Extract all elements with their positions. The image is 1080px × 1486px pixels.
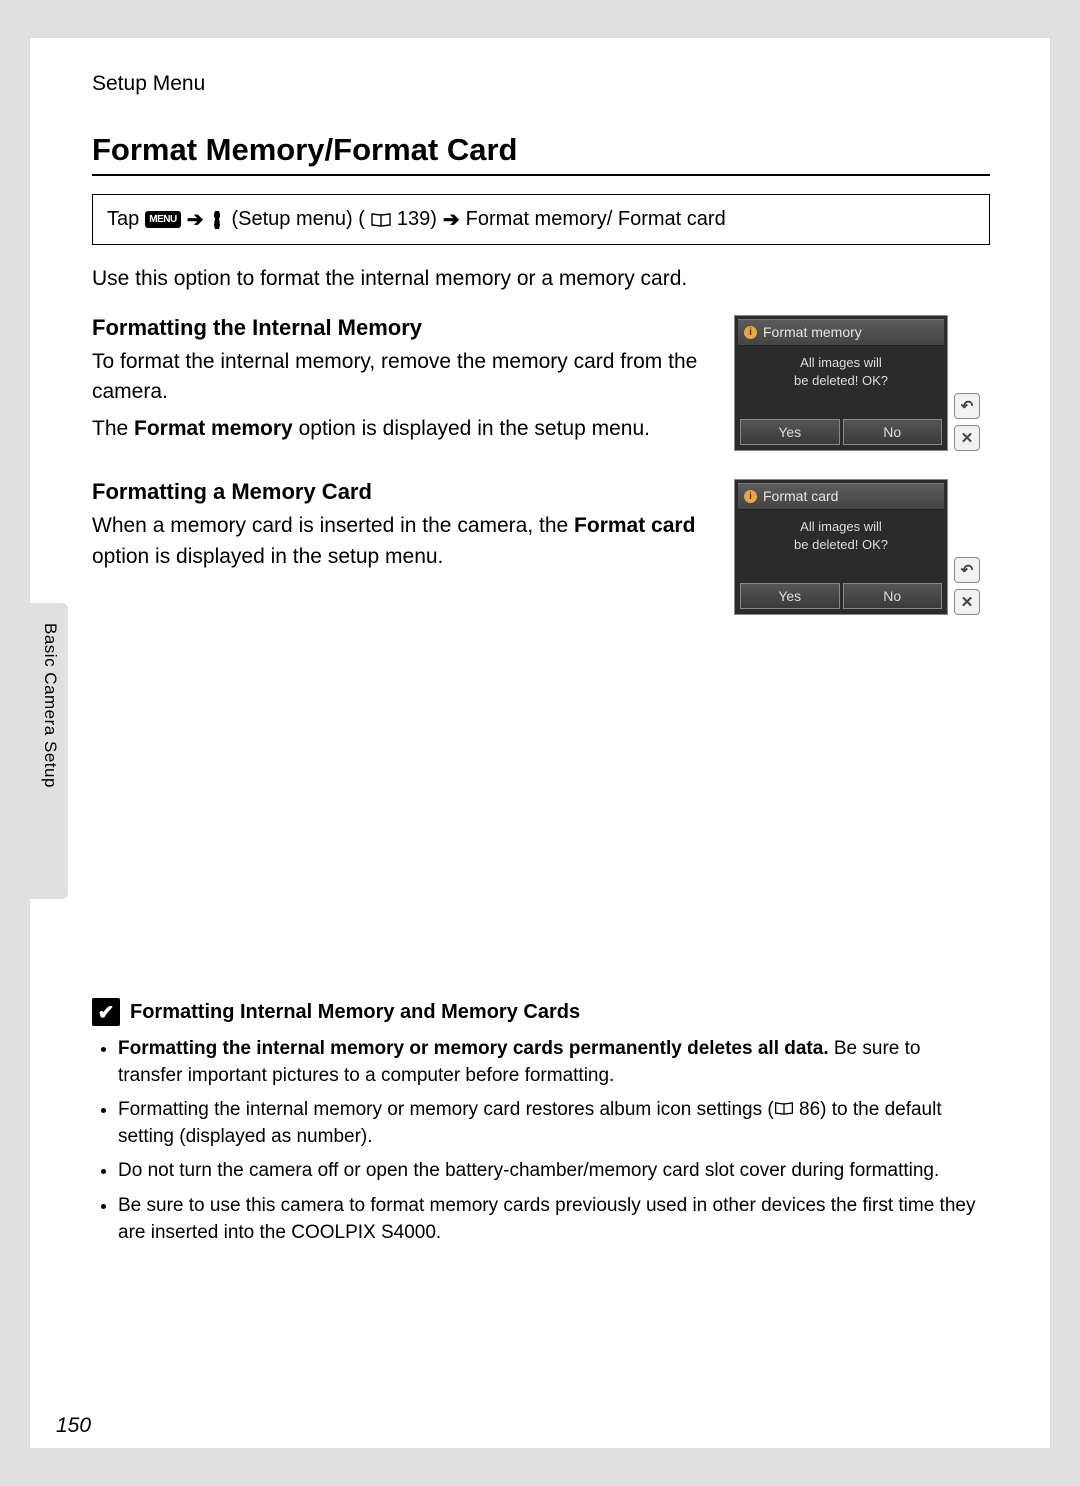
section-heading: Formatting the Internal Memory xyxy=(92,315,714,341)
side-buttons: ↶ ✕ xyxy=(954,393,980,451)
text: option is displayed in the setup menu. xyxy=(293,417,650,440)
text: The xyxy=(92,417,134,440)
book-icon xyxy=(774,1102,794,1115)
bold-text: Format card xyxy=(574,514,695,537)
format-card-dialog: i Format card All images will be deleted… xyxy=(734,479,948,615)
notes-list: Formatting the internal memory or memory… xyxy=(92,1036,990,1246)
nav-tap-label: Tap xyxy=(107,208,139,231)
nav-page-ref: 139) xyxy=(397,208,437,231)
notes-title: Formatting Internal Memory and Memory Ca… xyxy=(130,1001,580,1024)
section-text: Formatting the Internal Memory To format… xyxy=(92,315,714,450)
close-icon[interactable]: ✕ xyxy=(954,425,980,451)
no-button[interactable]: No xyxy=(843,583,943,609)
book-icon xyxy=(371,213,391,227)
close-icon[interactable]: ✕ xyxy=(954,589,980,615)
section-paragraph: When a memory card is inserted in the ca… xyxy=(92,511,714,572)
bold-text: Format memory xyxy=(134,417,293,440)
info-icon: i xyxy=(744,490,757,503)
notes-header: ✔ Formatting Internal Memory and Memory … xyxy=(92,998,990,1026)
section-paragraph: The Format memory option is displayed in… xyxy=(92,414,714,444)
arrow-icon: ➔ xyxy=(443,207,460,232)
side-buttons: ↶ ✕ xyxy=(954,557,980,615)
text: 86 xyxy=(799,1099,820,1120)
section-heading: Formatting a Memory Card xyxy=(92,479,714,505)
section-memory-card: Formatting a Memory Card When a memory c… xyxy=(92,479,990,615)
nav-path-box: Tap MENU ➔ (Setup menu) ( 139) ➔ Format … xyxy=(92,194,990,245)
section-text: Formatting a Memory Card When a memory c… xyxy=(92,479,714,578)
dialog-text: be deleted! OK? xyxy=(794,373,888,388)
page: Setup Menu Format Memory/Format Card Tap… xyxy=(30,38,1050,1448)
dialog-title-bar: i Format card xyxy=(738,483,944,510)
text: Formatting the internal memory or memory… xyxy=(118,1099,774,1120)
undo-icon[interactable]: ↶ xyxy=(954,393,980,419)
info-icon: i xyxy=(744,326,757,339)
list-item: Formatting the internal memory or memory… xyxy=(118,1036,990,1089)
dialog-title-bar: i Format memory xyxy=(738,319,944,346)
dialog-title: Format card xyxy=(763,488,838,504)
yes-button[interactable]: Yes xyxy=(740,583,840,609)
dialog-buttons: Yes No xyxy=(738,583,944,611)
page-number: 150 xyxy=(56,1414,91,1438)
no-button[interactable]: No xyxy=(843,419,943,445)
intro-text: Use this option to format the internal m… xyxy=(92,267,990,291)
dialog-text: be deleted! OK? xyxy=(794,537,888,552)
notes-block: ✔ Formatting Internal Memory and Memory … xyxy=(92,998,990,1254)
dialog-text: All images will xyxy=(800,355,882,370)
page-title: Format Memory/Format Card xyxy=(92,132,990,176)
dialog-screenshot: i Format memory All images will be delet… xyxy=(734,315,990,451)
format-memory-dialog: i Format memory All images will be delet… xyxy=(734,315,948,451)
list-item: Be sure to use this camera to format mem… xyxy=(118,1193,990,1246)
check-icon: ✔ xyxy=(92,998,120,1026)
section-internal-memory: Formatting the Internal Memory To format… xyxy=(92,315,990,451)
dialog-text: All images will xyxy=(800,519,882,534)
dialog-title: Format memory xyxy=(763,324,862,340)
arrow-icon: ➔ xyxy=(187,207,204,232)
text: option is displayed in the setup menu. xyxy=(92,545,443,568)
list-item: Formatting the internal memory or memory… xyxy=(118,1097,990,1150)
breadcrumb: Setup Menu xyxy=(92,72,205,96)
undo-icon[interactable]: ↶ xyxy=(954,557,980,583)
dialog-buttons: Yes No xyxy=(738,419,944,447)
side-tab: Basic Camera Setup xyxy=(30,603,68,899)
list-item: Do not turn the camera off or open the b… xyxy=(118,1158,990,1185)
section-paragraph: To format the internal memory, remove th… xyxy=(92,347,714,408)
yes-button[interactable]: Yes xyxy=(740,419,840,445)
main-content: Format Memory/Format Card Tap MENU ➔ (Se… xyxy=(92,132,990,643)
wrench-icon xyxy=(209,211,225,229)
nav-setup-text: (Setup menu) ( xyxy=(231,208,364,231)
side-tab-label: Basic Camera Setup xyxy=(40,623,60,788)
nav-tail: Format memory/ Format card xyxy=(466,208,726,231)
bold-text: Formatting the internal memory or memory… xyxy=(118,1038,829,1059)
menu-icon: MENU xyxy=(145,211,180,228)
dialog-body: All images will be deleted! OK? xyxy=(738,346,944,419)
dialog-body: All images will be deleted! OK? xyxy=(738,510,944,583)
text: When a memory card is inserted in the ca… xyxy=(92,514,574,537)
dialog-screenshot: i Format card All images will be deleted… xyxy=(734,479,990,615)
